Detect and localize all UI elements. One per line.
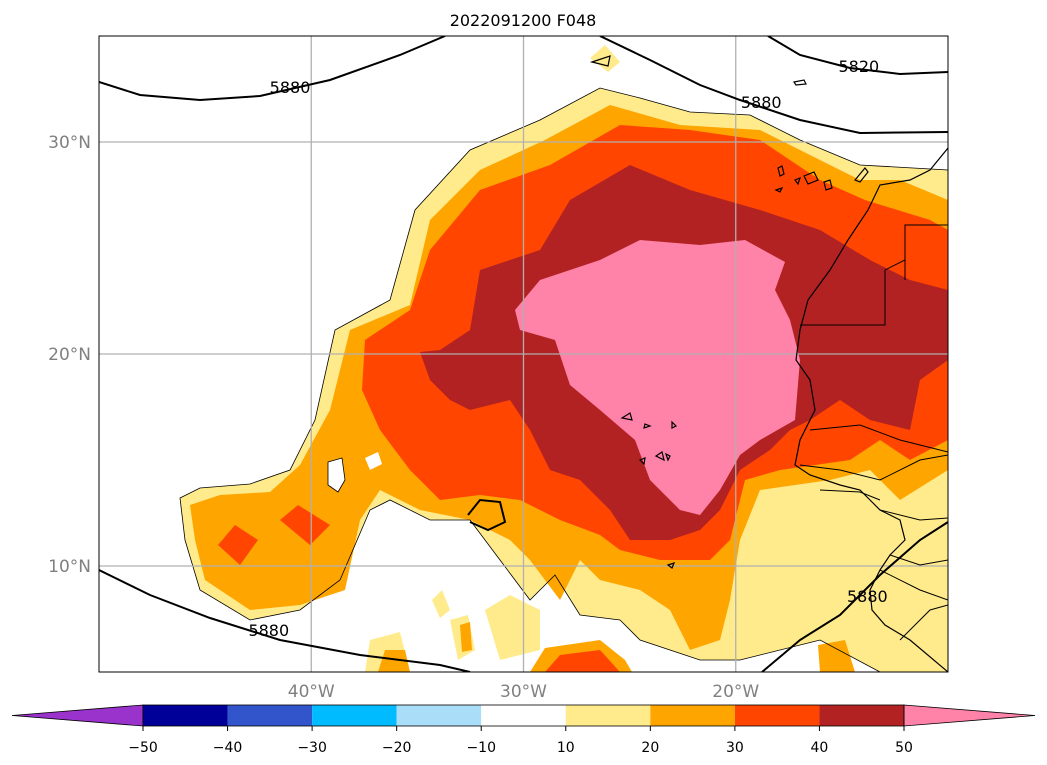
colorbar-bin [481, 705, 566, 726]
anomaly-region-16 [515, 240, 800, 515]
island [654, 451, 665, 462]
chart-title: 2022091200 F048 [450, 11, 597, 30]
contour-label: 5820 [838, 57, 879, 76]
anomaly-outline [179, 87, 948, 672]
lon-tick-label: 20°W [712, 682, 759, 702]
anomaly-region-7 [378, 650, 410, 672]
colorbar-bin [396, 705, 482, 726]
lat-tick-label: 10°N [48, 557, 91, 577]
lon-tick-label: 40°W [288, 682, 335, 702]
island [620, 412, 633, 421]
island [774, 186, 784, 193]
colorbar-bin [565, 705, 651, 726]
country-border [899, 604, 948, 641]
island [638, 457, 646, 466]
island [793, 79, 807, 86]
colorbar-bin [312, 705, 397, 726]
height-contour [599, 36, 948, 135]
country-border [879, 509, 948, 521]
colorbar-tick-label: −40 [213, 740, 243, 756]
island [643, 423, 652, 429]
colorbar-bin [650, 705, 735, 726]
country-border [809, 424, 948, 453]
height-contour-layer [99, 36, 948, 672]
contour-label: 5880 [741, 93, 782, 112]
anomaly-region-2 [432, 590, 450, 618]
anomaly-fill-layer [179, 45, 948, 672]
colorbar-tick-label: 30 [726, 740, 744, 756]
height-contour [761, 521, 948, 672]
colorbar-tick-label: −30 [297, 740, 327, 756]
colorbar-tick-label: 10 [557, 740, 575, 756]
colorbar-bin [734, 705, 820, 726]
colorbar-tick-label: −50 [128, 740, 158, 756]
colorbar-bin [819, 705, 904, 726]
anomaly-hole [365, 452, 382, 470]
lon-tick-label: 30°W [500, 682, 547, 702]
anomaly-region-12 [218, 525, 258, 565]
colorbar-tick-label: −20 [382, 740, 412, 756]
height-contour [467, 498, 507, 532]
anomaly-hole [327, 457, 346, 493]
island [589, 55, 611, 67]
contour-labels: 5880 5820 5880 5880 5880 [248, 57, 887, 640]
contour-label: 5880 [270, 78, 311, 97]
lat-tick-label: 30°N [48, 133, 91, 153]
lat-tick-label: 20°N [48, 345, 91, 365]
colorbar-frame [142, 704, 905, 727]
anomaly-region-8 [818, 640, 855, 672]
colorbar-tick-label: 20 [641, 740, 659, 756]
island [854, 167, 869, 183]
anomaly-region-13 [280, 505, 330, 545]
axis-labels: 10°N 20°N 30°N 40°W 30°W 20°W [48, 133, 759, 702]
gridlines [99, 36, 948, 672]
contour-label: 5880 [847, 587, 888, 606]
island [794, 176, 801, 186]
country-border [879, 569, 948, 601]
anomaly-region-10 [460, 622, 472, 652]
colorbar-extend-low [11, 704, 144, 727]
colorbar-extend-high [903, 704, 1036, 727]
island [823, 179, 833, 191]
height-contour [99, 36, 446, 102]
anomaly-region-4 [485, 595, 540, 660]
country-border [800, 224, 948, 326]
height-contour [99, 569, 471, 672]
island [777, 165, 785, 177]
colorbar-tick-label: 40 [811, 740, 829, 756]
contour-label: 5880 [248, 621, 289, 640]
anomaly-region-1 [590, 45, 620, 72]
island [666, 562, 676, 569]
map-area [99, 36, 948, 672]
anomaly-region-14 [545, 650, 620, 672]
country-border [799, 454, 948, 481]
country-border [819, 489, 881, 501]
island [664, 452, 671, 462]
map-frame [98, 35, 949, 673]
colorbar: −50 −40 −30 −20 −10 10 20 30 40 50 [11, 704, 1036, 756]
colorbar-bin [227, 705, 313, 726]
height-contour [767, 36, 948, 76]
colorbar-bin [143, 705, 228, 726]
island [671, 420, 678, 429]
island [803, 171, 819, 185]
colorbar-tick-label: −10 [466, 740, 496, 756]
colorbar-tick-label: 50 [895, 740, 913, 756]
